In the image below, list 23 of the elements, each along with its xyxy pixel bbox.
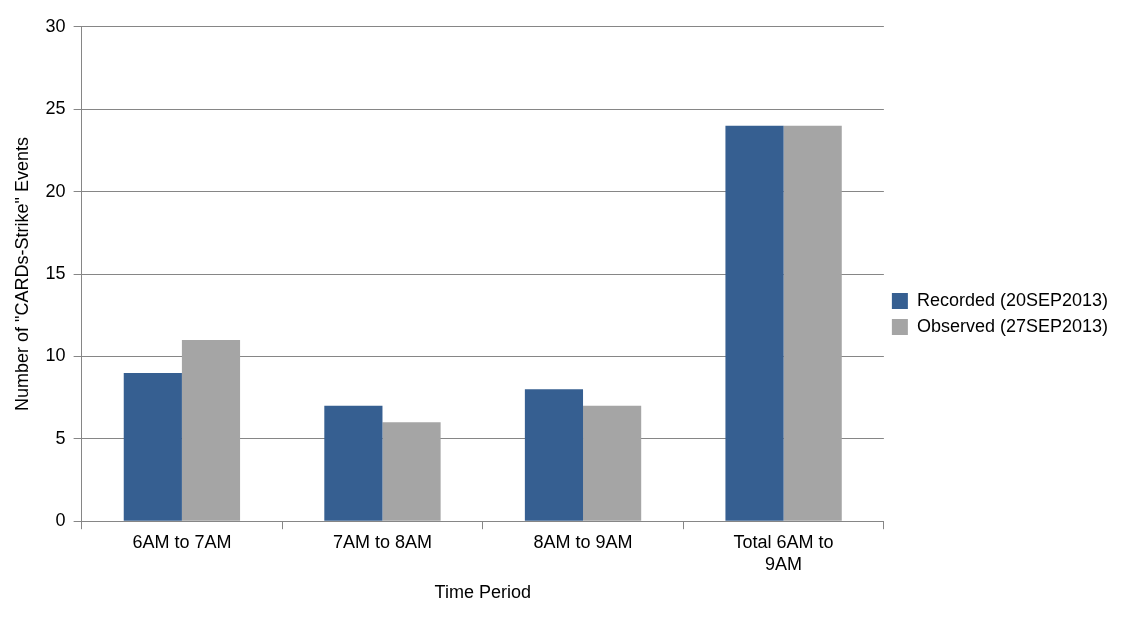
x-tick-label: 6AM to 7AM <box>132 531 232 552</box>
bar <box>123 372 182 521</box>
x-tick-label: 7AM to 8AM <box>332 531 432 552</box>
bar <box>181 339 241 521</box>
legend-label: Recorded (20SEP2013) <box>916 289 1109 310</box>
legend-label: Observed (27SEP2013) <box>916 315 1108 336</box>
bar <box>783 125 842 521</box>
bar <box>524 389 584 521</box>
bar <box>324 405 383 521</box>
y-tick-label: 30 <box>45 15 66 36</box>
y-tick-label: 5 <box>55 427 66 448</box>
x-tick-label: Total 6AM to 9AM <box>733 531 834 574</box>
x-axis-title: Time Period <box>434 582 531 603</box>
bar <box>725 125 784 521</box>
bar <box>382 422 441 521</box>
x-tick-label: 8AM to 9AM <box>533 531 633 552</box>
bar <box>583 405 642 521</box>
y-tick-label: 0 <box>55 510 66 531</box>
y-tick-label: 10 <box>45 345 66 366</box>
y-tick-label: 15 <box>45 262 66 283</box>
y-axis-title: Number of "CARDs-Strike" Events <box>11 137 32 411</box>
y-tick-label: 25 <box>45 98 66 119</box>
y-tick-label: 20 <box>45 180 66 201</box>
